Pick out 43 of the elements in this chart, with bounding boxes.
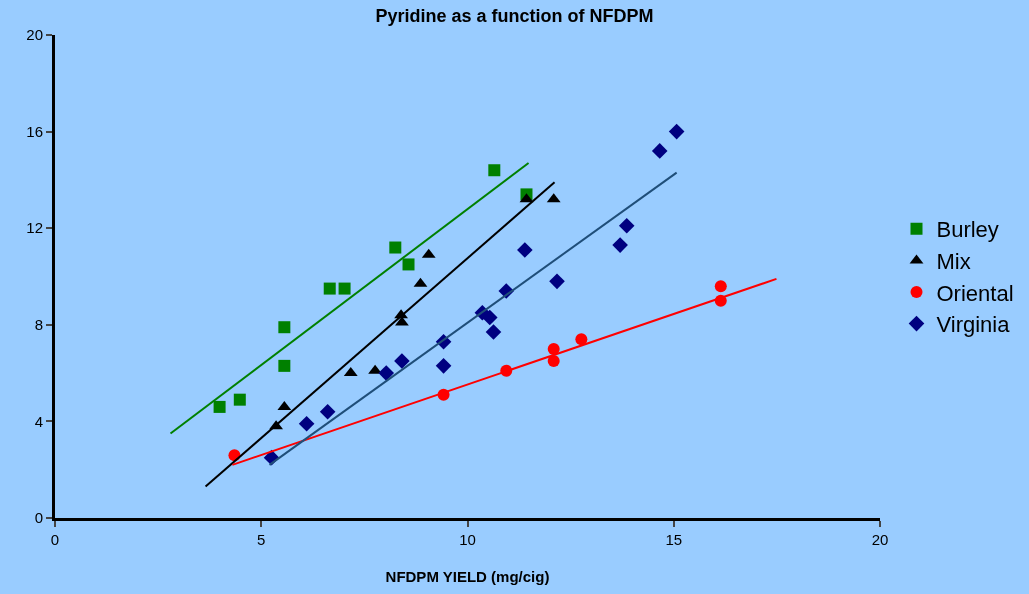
point (278, 321, 291, 334)
point (668, 123, 685, 140)
point (213, 400, 226, 413)
point (481, 309, 498, 326)
point (714, 280, 727, 293)
point (575, 333, 588, 346)
point (549, 273, 565, 290)
point (612, 237, 628, 253)
point (394, 353, 410, 369)
point (547, 355, 560, 368)
point (338, 282, 351, 295)
legend-label: Oriental (936, 280, 1014, 306)
x-tick-label: 15 (665, 531, 683, 548)
chart-title: Pyridine as a function of NFDPM (375, 5, 654, 26)
x-tick-label: 5 (257, 531, 266, 548)
point (517, 242, 533, 258)
y-tick-label: 4 (34, 412, 43, 430)
legend-label: Virginia (936, 312, 1011, 338)
x-tick-label: 20 (871, 531, 889, 548)
y-tick-label: 0 (34, 509, 43, 527)
point (233, 393, 246, 406)
point (547, 342, 560, 355)
x-tick-label: 10 (459, 531, 476, 548)
point (319, 403, 336, 420)
y-tick-label: 16 (26, 122, 43, 140)
legend-label: Burley (936, 217, 999, 243)
point (485, 324, 502, 340)
y-tick-label: 12 (26, 219, 43, 237)
point (278, 359, 291, 372)
point (651, 143, 668, 159)
point (488, 164, 501, 177)
point (435, 358, 452, 374)
legend-label: Mix (936, 248, 971, 274)
y-tick-label: 8 (34, 316, 43, 334)
point (402, 258, 415, 271)
point (298, 416, 315, 432)
point (389, 241, 402, 254)
point (618, 217, 635, 234)
x-tick-label: 0 (50, 531, 60, 548)
y-tick-label: 20 (26, 26, 43, 44)
point (378, 365, 395, 381)
x-axis-title: NFDPM YIELD (mg/cig) (385, 568, 550, 585)
point (323, 282, 336, 295)
